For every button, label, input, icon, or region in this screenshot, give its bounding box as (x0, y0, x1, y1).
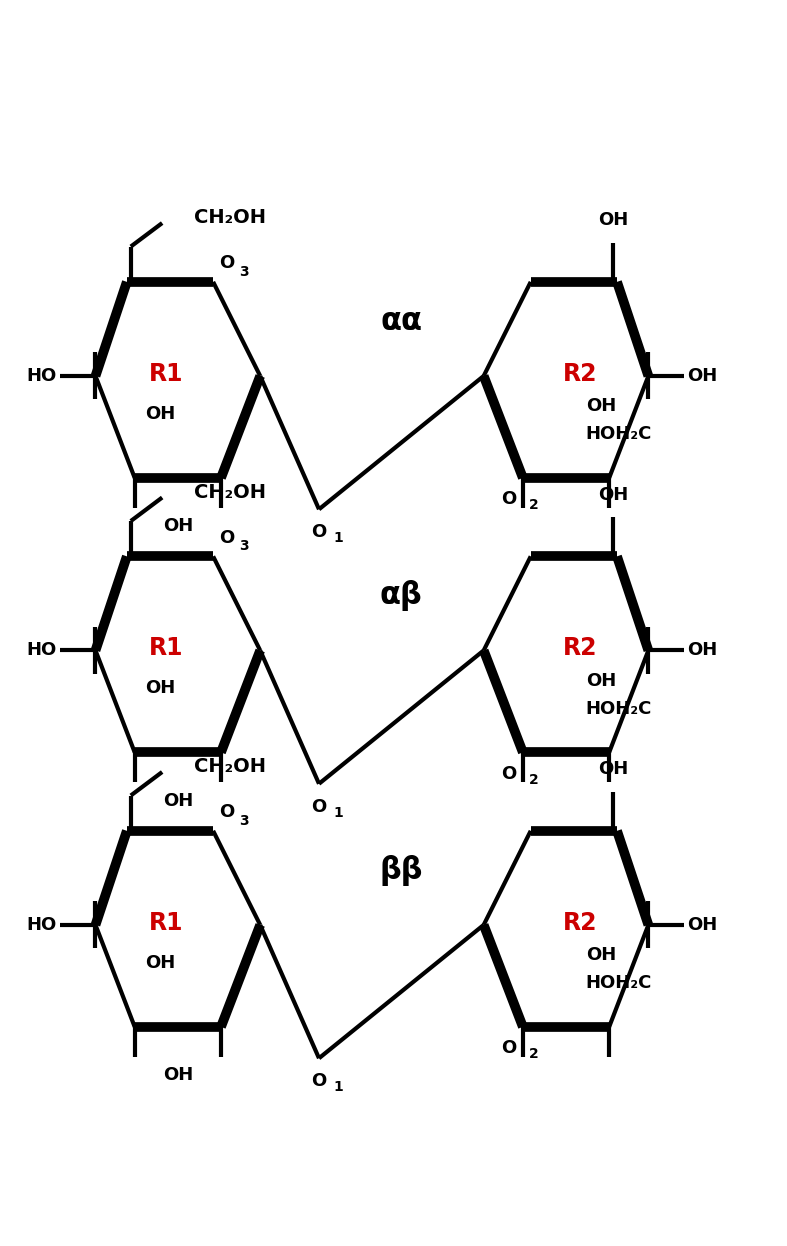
Text: OH: OH (598, 212, 628, 229)
Text: O: O (312, 1073, 327, 1090)
Text: HOH₂C: HOH₂C (586, 700, 652, 718)
Text: OH: OH (146, 954, 176, 972)
Text: OH: OH (598, 486, 628, 503)
Text: OH: OH (146, 405, 176, 422)
Text: ββ: ββ (379, 855, 423, 886)
Text: HO: HO (26, 642, 57, 659)
Text: OH: OH (146, 679, 176, 698)
Text: HO: HO (26, 368, 57, 385)
Text: CH₂OH: CH₂OH (194, 482, 265, 502)
Text: OH: OH (688, 642, 718, 659)
Text: OH: OH (688, 916, 718, 934)
Text: OH: OH (163, 791, 193, 810)
Text: αβ: αβ (380, 581, 423, 611)
Text: R1: R1 (149, 637, 183, 660)
Text: OH: OH (163, 517, 193, 535)
Text: 3: 3 (239, 814, 249, 827)
Text: 1: 1 (333, 531, 343, 546)
Text: HO: HO (26, 916, 57, 934)
Text: R1: R1 (149, 911, 183, 934)
Text: 1: 1 (333, 806, 343, 820)
Text: O: O (501, 765, 516, 782)
Text: O: O (220, 804, 235, 821)
Text: 2: 2 (529, 1048, 539, 1062)
Text: 2: 2 (529, 773, 539, 786)
Text: 3: 3 (239, 540, 249, 553)
Text: CH₂OH: CH₂OH (194, 758, 265, 776)
Text: OH: OH (586, 946, 616, 964)
Text: HOH₂C: HOH₂C (586, 425, 652, 444)
Text: OH: OH (586, 672, 616, 689)
Text: HOH₂C: HOH₂C (586, 974, 652, 992)
Text: 2: 2 (529, 498, 539, 512)
Text: R1: R1 (149, 361, 183, 385)
Text: αα: αα (380, 307, 423, 335)
Text: R2: R2 (563, 911, 597, 934)
Text: R2: R2 (563, 637, 597, 660)
Text: 1: 1 (333, 1080, 343, 1094)
Text: OH: OH (688, 368, 718, 385)
Text: O: O (312, 523, 327, 542)
Text: O: O (501, 491, 516, 508)
Text: CH₂OH: CH₂OH (194, 208, 265, 227)
Text: 3: 3 (239, 264, 249, 279)
Text: O: O (220, 530, 235, 547)
Text: OH: OH (163, 1067, 193, 1084)
Text: O: O (220, 254, 235, 273)
Text: O: O (312, 797, 327, 816)
Text: OH: OH (586, 397, 616, 415)
Text: R2: R2 (563, 361, 597, 385)
Text: OH: OH (598, 760, 628, 779)
Text: O: O (501, 1039, 516, 1058)
